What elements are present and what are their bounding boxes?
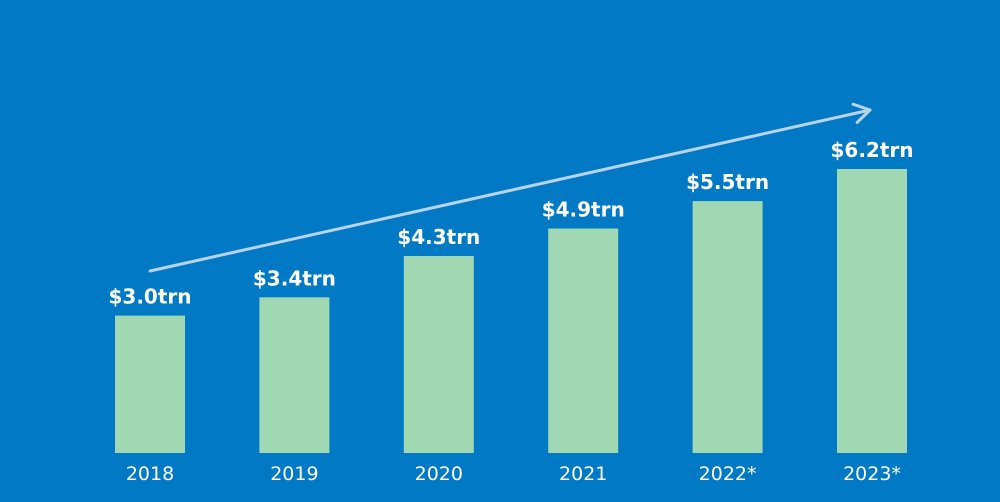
data-label-2018: $3.0trn [108, 285, 191, 309]
x-tick-label-2018: 2018 [126, 463, 174, 485]
x-tick-label-2020: 2020 [415, 463, 463, 485]
x-tick-label-2021: 2021 [559, 463, 607, 485]
x-tick-label-2022-est: 2022* [699, 463, 757, 485]
data-label-2022-est: $5.5trn [686, 170, 769, 194]
trend-arrow-line [148, 108, 872, 273]
bar-2021 [548, 228, 619, 453]
x-axis-tick-labels: 2018 2019 2020 2021 2022* 2023* [126, 463, 901, 485]
data-label-2023-est: $6.2trn [830, 138, 913, 162]
trend-arrow [148, 102, 872, 273]
bar-2018 [115, 315, 185, 453]
bar-2023-est [837, 169, 907, 453]
data-label-2021: $4.9trn [542, 198, 625, 222]
bar-2019 [259, 297, 330, 453]
bars-layer [115, 169, 907, 453]
value-labels-layer: $3.0trn $3.4trn $4.3trn $4.9trn $5.5trn $6.2t… [108, 138, 913, 309]
data-label-2019: $3.4trn [253, 266, 336, 290]
data-label-2020: $4.3trn [397, 225, 480, 249]
x-tick-label-2023-est: 2023* [843, 463, 901, 485]
trend-arrow-head [851, 102, 872, 124]
x-tick-label-2019: 2019 [270, 463, 318, 485]
bar-2020 [403, 256, 474, 453]
bar-2022-est [692, 201, 763, 453]
